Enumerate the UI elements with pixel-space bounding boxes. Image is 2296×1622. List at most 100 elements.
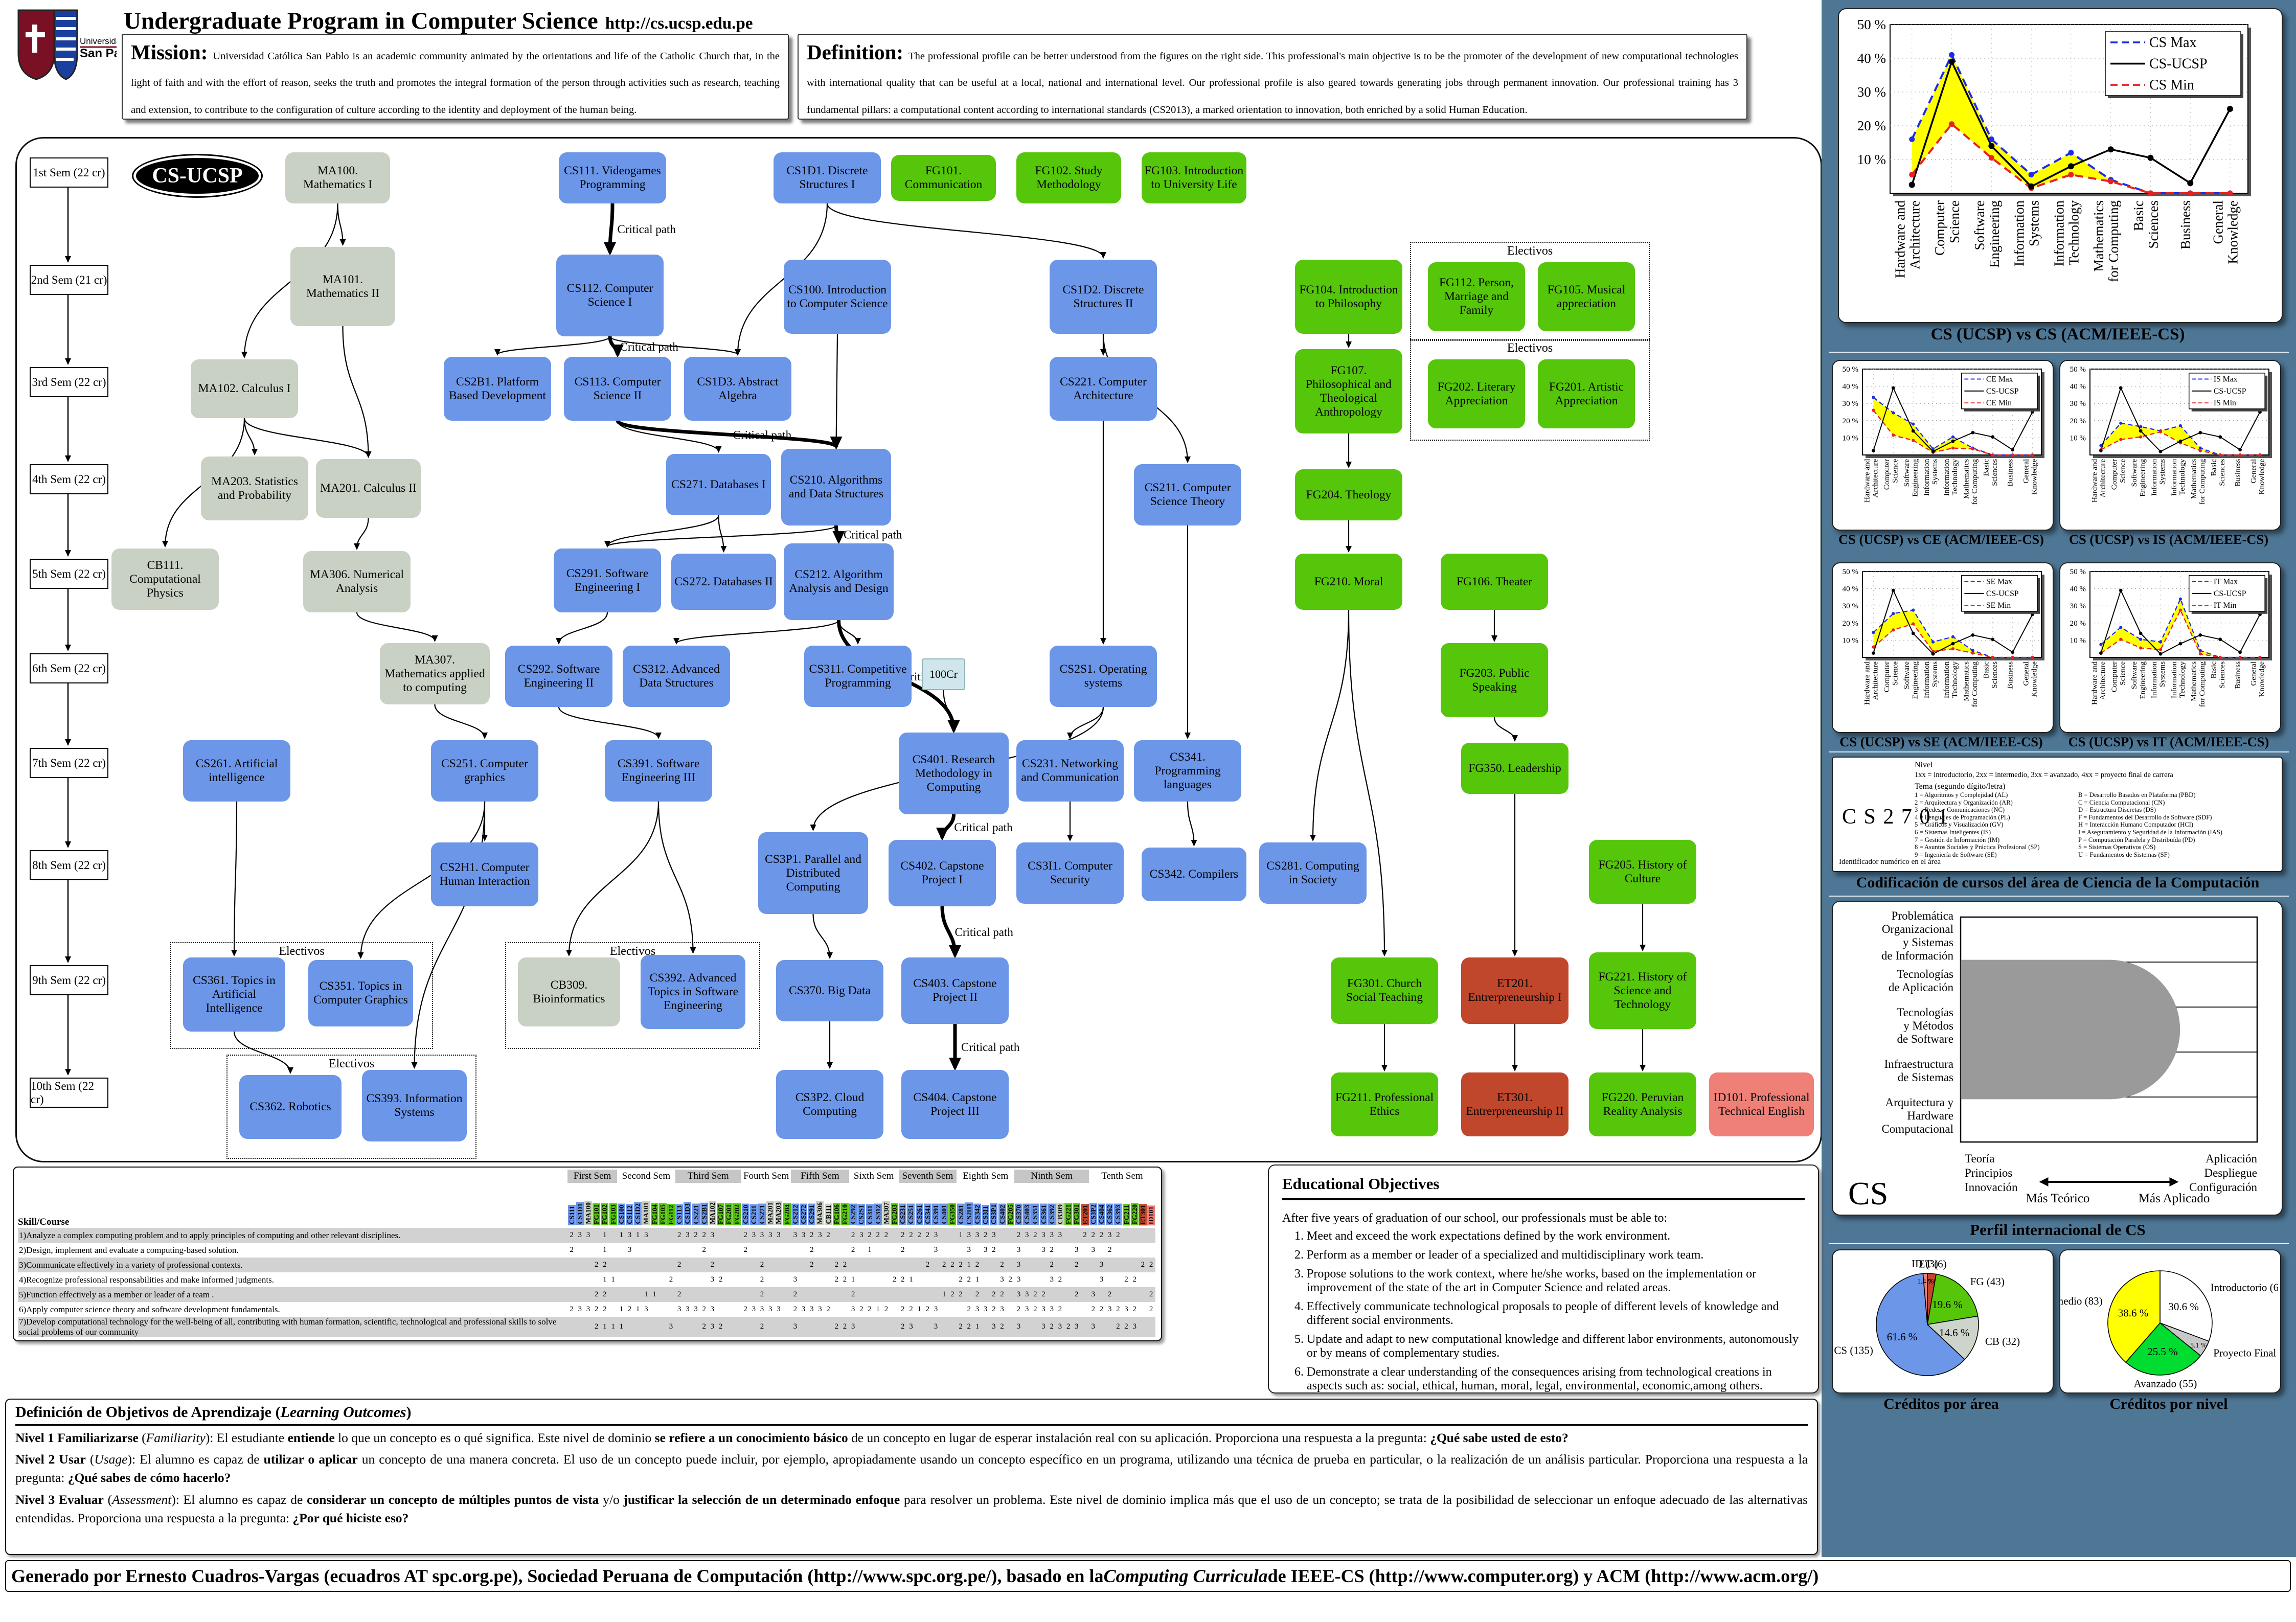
course-code-MA100: MA100: [584, 1201, 592, 1225]
course-CS100: CS100. Introduction to Computer Science: [784, 260, 891, 334]
outcome-level-2: Nivel 2 Usar (Usage): El alumno es capaz…: [15, 1452, 1808, 1486]
svg-text:Information: Information: [1943, 459, 1951, 496]
svg-text:Science: Science: [1891, 459, 1899, 483]
svg-text:Teoría: Teoría: [1965, 1152, 1994, 1165]
course-code-CS212: CS212: [791, 1204, 799, 1225]
course-CS1D2: CS1D2. Discrete Structures II: [1050, 260, 1157, 334]
course-CS272: CS272. Databases II: [671, 554, 776, 610]
electives-group-3: Electivos: [170, 942, 433, 1049]
course-CS391: CS391. Software Engineering III: [605, 740, 712, 802]
course-code-CS111: CS111: [567, 1204, 576, 1225]
course-CS112: CS112. Computer Science I: [556, 255, 664, 336]
svg-text:Basic: Basic: [2210, 459, 2218, 476]
sem-group-header: Eighth Sem: [963, 1171, 1009, 1181]
program-url[interactable]: http://cs.ucsp.edu.pe: [605, 14, 753, 33]
svg-text:Science: Science: [2119, 661, 2127, 686]
svg-text:50 %: 50 %: [2070, 568, 2086, 576]
svg-text:Basic: Basic: [1983, 661, 1991, 679]
course-code-FG106: FG106: [832, 1203, 840, 1225]
course-code-CS210: CS210: [741, 1204, 749, 1225]
course-code-CS251: CS251: [907, 1204, 915, 1225]
svg-text:10 %: 10 %: [1843, 636, 1859, 645]
course-code-CS1D1: CS1D1: [576, 1202, 584, 1225]
svg-text:Introductorio (66): Introductorio (66): [2211, 1282, 2278, 1294]
semester-8: 8th Sem (22 cr): [30, 850, 108, 880]
svg-text:Architecture: Architecture: [1872, 661, 1880, 700]
sidebar-separator: [1829, 751, 2289, 752]
perfil-card: Problemática Organizacional y Sistemas de I…: [1832, 901, 2283, 1216]
course-CS271: CS271. Databases I: [666, 454, 771, 515]
svg-text:10 %: 10 %: [2070, 434, 2086, 442]
svg-text:Computacional: Computacional: [1881, 1123, 1953, 1135]
course-CS351: CS351. Topics in Computer Graphics: [308, 960, 413, 1026]
course-code-MA201: MA201: [766, 1201, 775, 1225]
course-code-sample: C S 2 7 0 1: [1842, 805, 1949, 829]
course-code-FG201: FG201: [725, 1203, 733, 1225]
caption-cs: CS (UCSP) vs CS (ACM/IEEE-CS): [1930, 325, 2185, 344]
sem-group-header: Seventh Sem: [898, 1170, 957, 1183]
svg-text:40 %: 40 %: [1843, 383, 1859, 391]
svg-text:Information: Information: [2150, 459, 2158, 496]
semester-10: 10th Sem (22 cr): [30, 1078, 108, 1108]
course-code-FG202: FG202: [733, 1203, 741, 1225]
svg-text:Avanzado (55): Avanzado (55): [2134, 1378, 2197, 1390]
svg-text:50 %: 50 %: [1843, 365, 1859, 374]
svg-text:Business: Business: [2178, 200, 2193, 249]
caption-perfil: Perfil internacional de CS: [1970, 1221, 2146, 1239]
sem-group-header: Third Sem: [675, 1170, 742, 1183]
chart-is: 10 % 20 % 30 % 40 % 50 % Hardware and Architec…: [2070, 365, 2272, 505]
matrix-row: 6)Apply computer science theory and soft…: [19, 1304, 1153, 1314]
svg-text:CE Min: CE Min: [1986, 399, 2012, 407]
svg-text:Science: Science: [1891, 661, 1899, 686]
svg-text:Principios: Principios: [1965, 1167, 2012, 1179]
svg-text:Science: Science: [2119, 459, 2127, 483]
svg-text:Tecnologías: Tecnologías: [1897, 968, 1953, 980]
sem-group-header: Fifth Sem: [791, 1170, 849, 1183]
svg-text:Information: Information: [2170, 459, 2178, 496]
caption-se: CS (UCSP) vs SE (ACM/IEEE-CS): [1839, 734, 2043, 749]
sem-group-header: Ninth Sem: [1014, 1170, 1089, 1183]
electives-label: Electivos: [1507, 244, 1553, 258]
sem-group-header: Tenth Sem: [1101, 1171, 1143, 1181]
course-code-CS292: CS292: [849, 1204, 857, 1225]
page-title: Undergraduate Program in Computer Scienc…: [124, 7, 753, 35]
chart-card-cs: 10 % 20 % 30 % 40 % 50 % Hardware and Architec…: [1838, 8, 2283, 323]
chart-card-se: 10 % 20 % 30 % 40 % 50 % Hardware and Architec…: [1832, 562, 2054, 733]
course-FG205: FG205. History of Culture: [1589, 840, 1696, 904]
electives-group-4: Electivos: [505, 942, 760, 1049]
svg-text:for Computing: for Computing: [1971, 459, 1979, 505]
course-code-CS312: CS312: [874, 1204, 882, 1225]
svg-text:Software: Software: [2130, 459, 2139, 487]
course-ET201: ET201. Entrerpreneurship I: [1461, 957, 1568, 1024]
svg-text:Mathematics: Mathematics: [2091, 200, 2106, 271]
course-code-CS391: CS391: [932, 1204, 940, 1225]
curriculum-flowchart: Critical path Critical path Critical path C…: [15, 137, 1822, 1162]
sidebar-separator: [1829, 896, 2289, 897]
objective-item: Update and adapt to new computational kn…: [1307, 1333, 1805, 1360]
svg-text:Computer: Computer: [1932, 200, 1947, 256]
svg-text:Knowledge: Knowledge: [2031, 459, 2039, 495]
course-FG112: FG112. Person, Marriage and Family: [1428, 262, 1525, 331]
matrix-row: 4)Recognize professional responsabilitie…: [19, 1274, 1136, 1285]
svg-text:CS-UCSP: CS-UCSP: [2214, 387, 2246, 396]
semester-6: 6th Sem (22 cr): [30, 653, 108, 683]
svg-text:30.6 %: 30.6 %: [2168, 1300, 2199, 1313]
svg-text:de Sistemas: de Sistemas: [1898, 1071, 1953, 1084]
svg-text:Business: Business: [2007, 459, 2015, 487]
sidebar-separator: [1829, 1243, 2289, 1244]
objectives-list: Meet and exceed the work expectations de…: [1286, 1229, 1805, 1393]
svg-text:SE Max: SE Max: [1986, 578, 2012, 586]
course-CR100: 100Cr: [922, 658, 965, 690]
svg-text:Intermedio (83): Intermedio (83): [2060, 1295, 2103, 1307]
svg-text:Information: Information: [1943, 661, 1951, 698]
svg-text:Hardware and: Hardware and: [2090, 459, 2099, 502]
svg-text:IT Min: IT Min: [2214, 601, 2237, 610]
university-logo: Universidad Católica San Pablo: [14, 4, 160, 83]
svg-text:for Computing: for Computing: [2106, 200, 2121, 282]
svg-text:CS-UCSP: CS-UCSP: [1986, 589, 2019, 598]
objectives-intro: After five years of graduation of our sc…: [1282, 1212, 1668, 1225]
course-CS370: CS370. Big Data: [776, 960, 883, 1021]
course-FG102: FG102. Study Methodology: [1016, 152, 1121, 203]
course-CS251: CS251. Computer graphics: [431, 740, 538, 802]
